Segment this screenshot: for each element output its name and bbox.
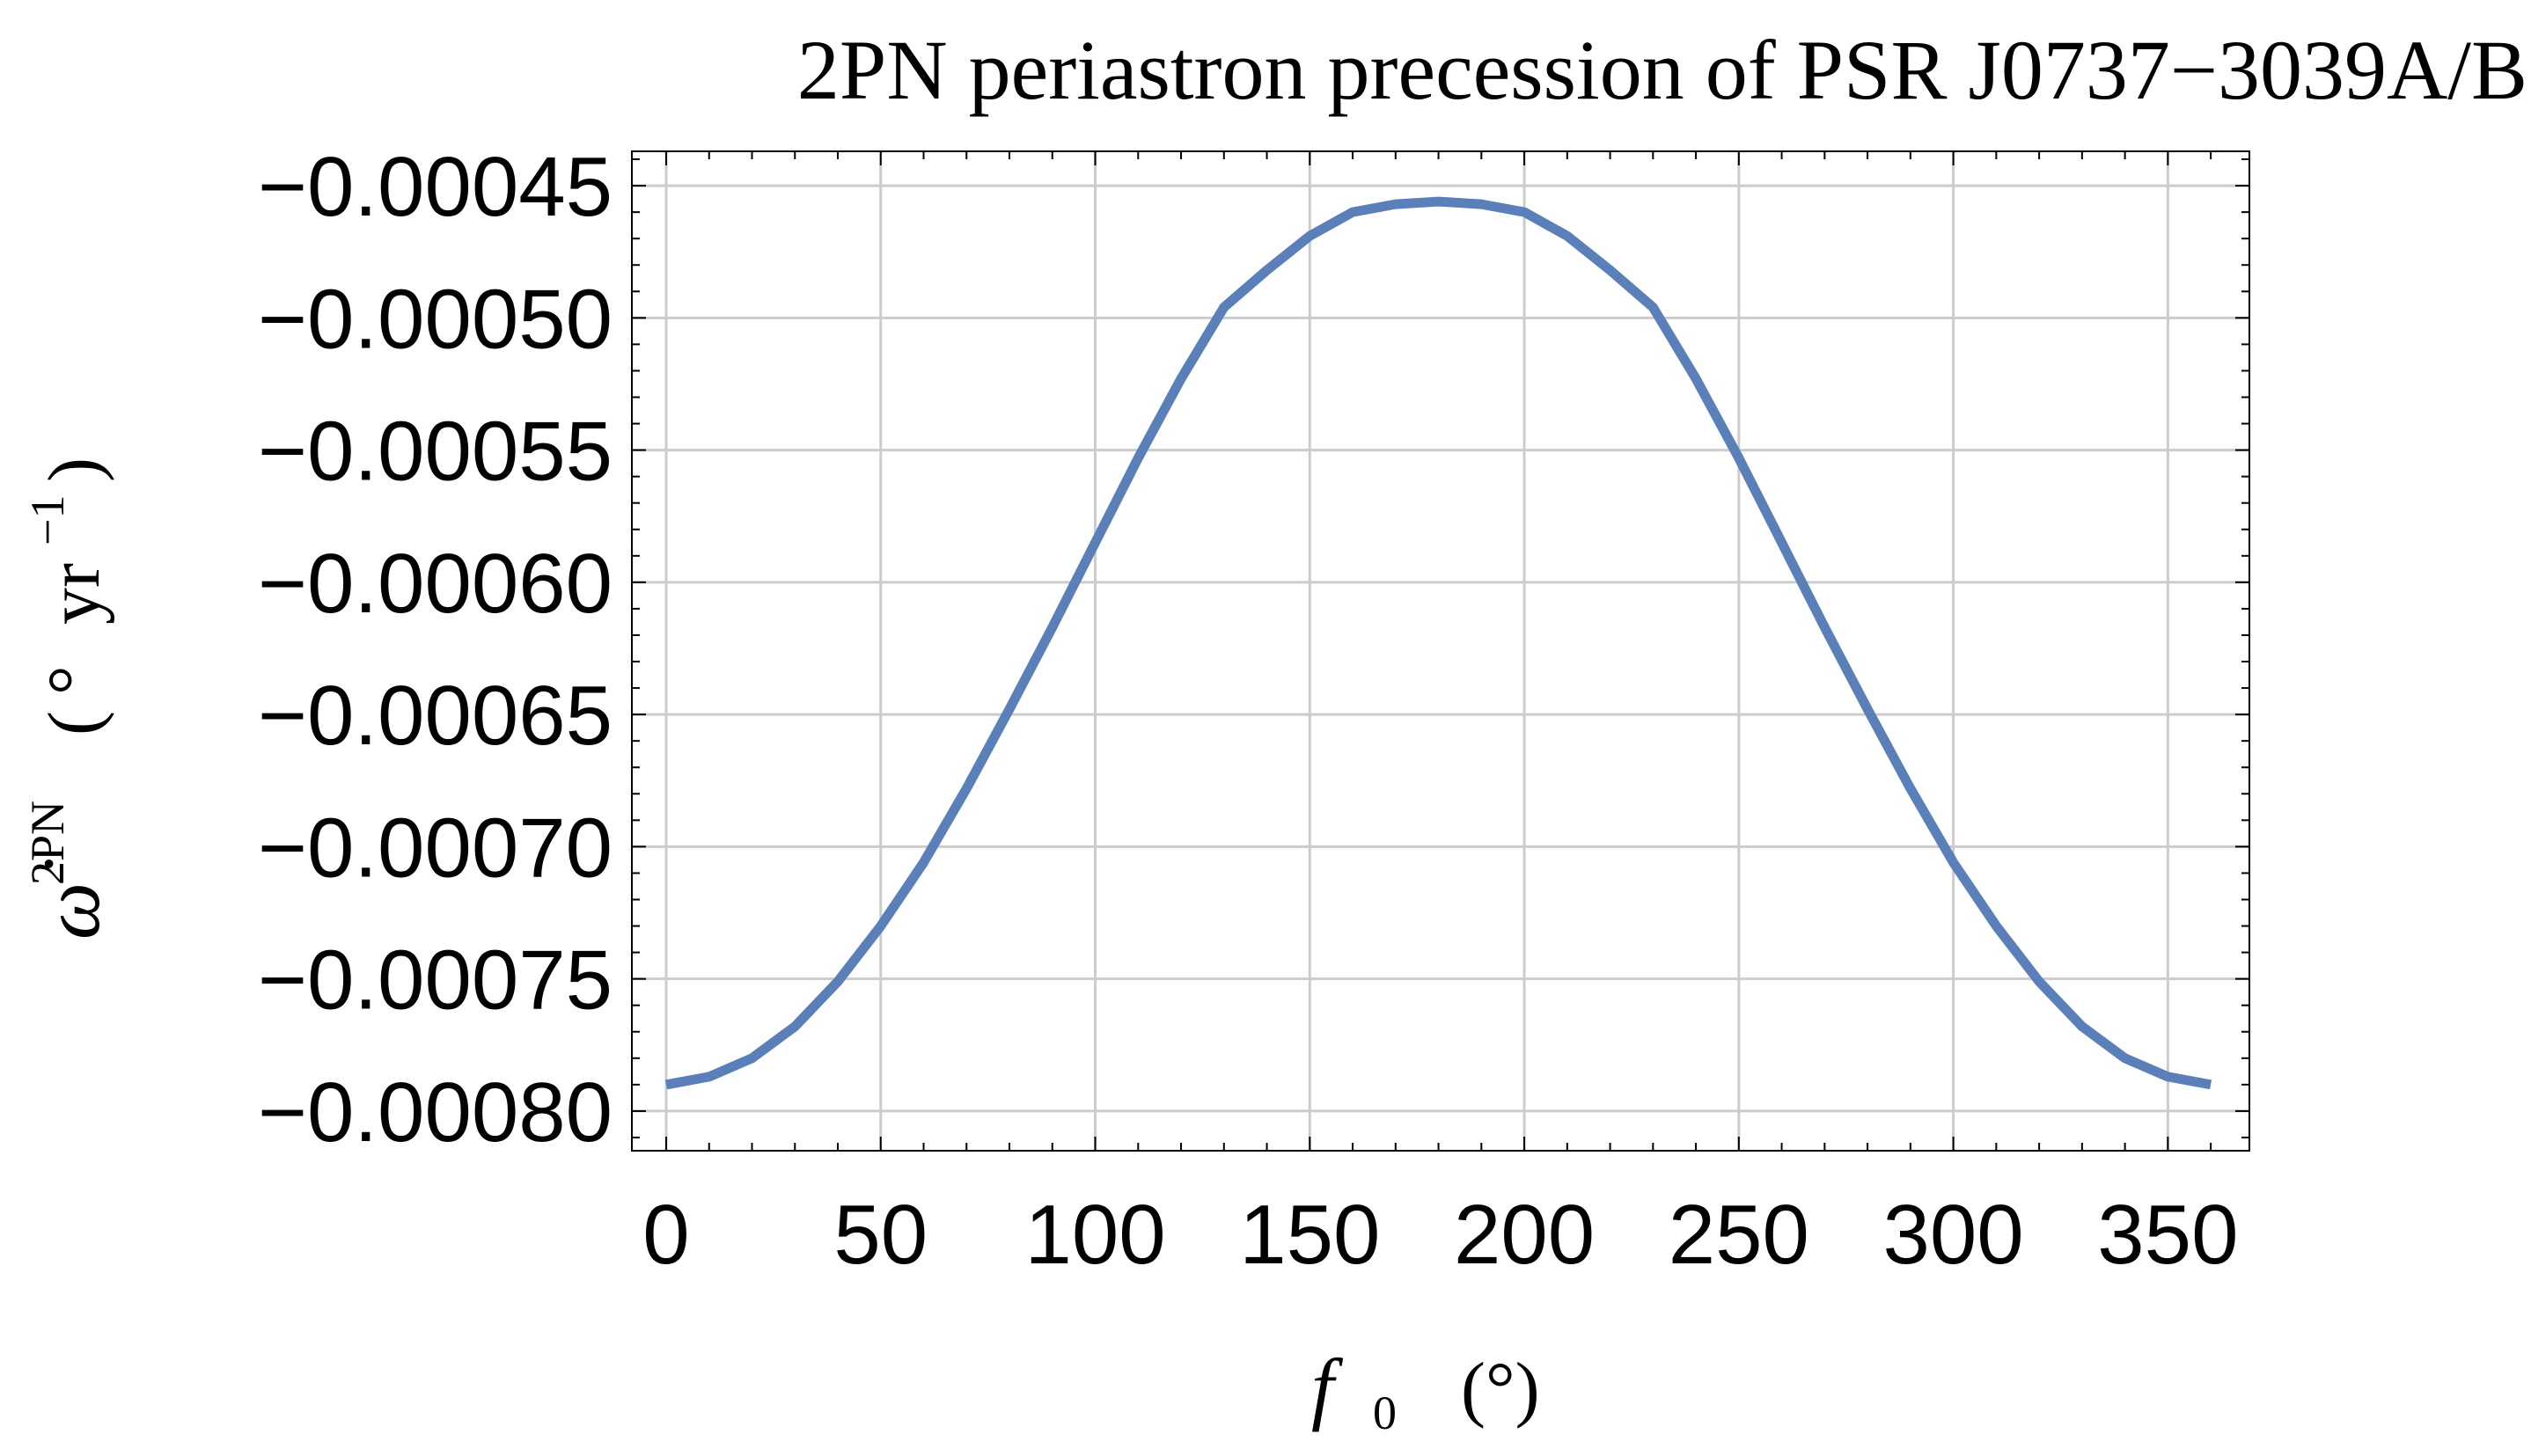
series-line [666, 201, 2211, 1085]
y-axis-label-yr: yr [33, 563, 115, 625]
x-axis-label-units: (°) [1461, 1348, 1540, 1430]
chart-title: 2PN periastron precession of PSR J0737−3… [797, 23, 2527, 117]
y-axis-label-exponent: −1 [21, 495, 74, 545]
minor-tick-layer [632, 151, 2249, 1151]
x-tick-label: 100 [1024, 1188, 1165, 1282]
y-tick-label: −0.00050 [258, 272, 613, 366]
y-tick-label: −0.00080 [258, 1065, 613, 1160]
y-tick-label: −0.00060 [258, 537, 613, 631]
plot-frame [632, 151, 2249, 1151]
y-tick-label: −0.00055 [258, 405, 613, 499]
x-tick-labels: 0 50 100 150 200 250 300 350 [642, 1188, 2238, 1282]
x-tick-label: 350 [2097, 1188, 2238, 1282]
y-tick-label: −0.00045 [258, 140, 613, 234]
x-tick-label: 150 [1239, 1188, 1380, 1282]
y-tick-label: −0.00075 [258, 933, 613, 1028]
grid-layer [632, 151, 2249, 1151]
y-tick-labels: −0.00045 −0.00050 −0.00055 −0.00060 −0.00065… [258, 140, 613, 1160]
x-tick-label: 250 [1669, 1188, 1809, 1282]
y-tick-label: −0.00070 [258, 801, 613, 895]
x-tick-label: 300 [1883, 1188, 2024, 1282]
y-axis-label-degree: ° [33, 665, 115, 695]
x-tick-label: 0 [642, 1188, 689, 1282]
series-layer [666, 201, 2211, 1085]
x-tick-label: 50 [833, 1188, 928, 1282]
y-axis-label-superscript: 2PN [21, 801, 74, 885]
y-axis-label-open-paren: ( [33, 711, 115, 735]
y-axis-label: ω̇ 2PN ( ° yr −1 ) [21, 457, 116, 940]
x-axis-label: f 0 (°) [1311, 1343, 1540, 1439]
y-tick-label: −0.00065 [258, 669, 613, 763]
x-axis-label-subscript: 0 [1373, 1386, 1397, 1439]
x-axis-label-symbol: f [1311, 1343, 1344, 1432]
major-tick-layer [632, 151, 2249, 1151]
y-axis-label-close-paren: ) [33, 457, 115, 482]
x-tick-label: 200 [1454, 1188, 1595, 1282]
